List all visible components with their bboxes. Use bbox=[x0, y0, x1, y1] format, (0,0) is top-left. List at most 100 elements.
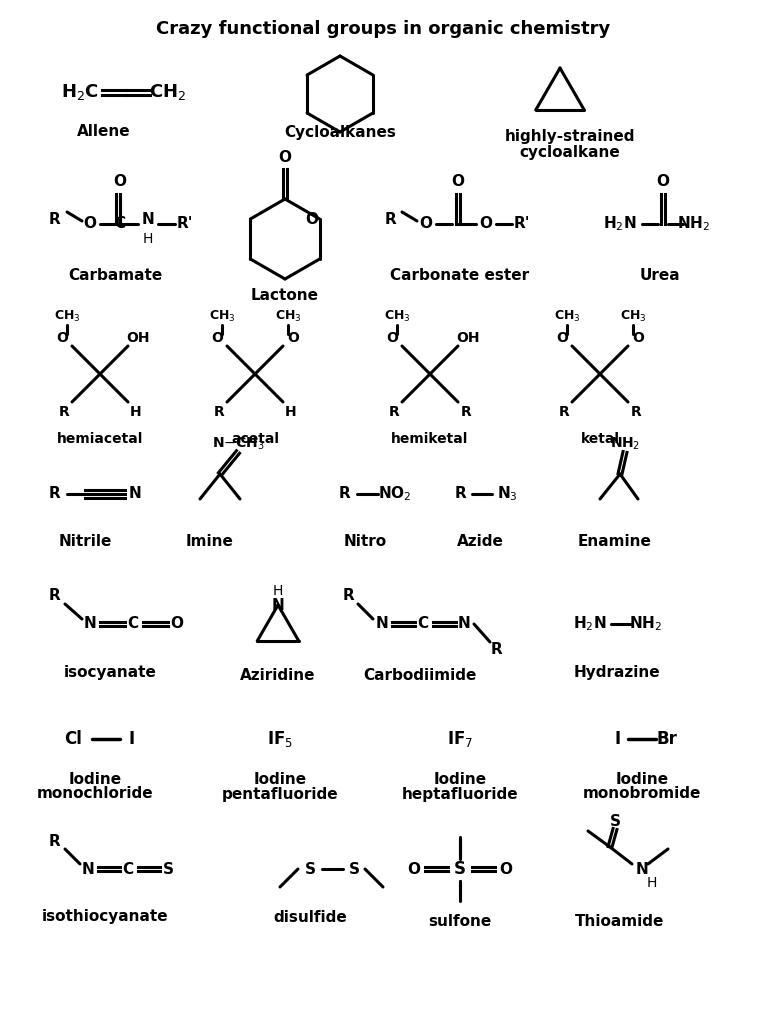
Text: Carbodiimide: Carbodiimide bbox=[364, 669, 476, 683]
Text: O: O bbox=[84, 216, 97, 231]
Text: R: R bbox=[389, 406, 400, 419]
Text: isocyanate: isocyanate bbox=[64, 665, 156, 680]
Text: Azide: Azide bbox=[456, 535, 503, 550]
Text: pentafluoride: pentafluoride bbox=[222, 786, 338, 802]
Text: Enamine: Enamine bbox=[578, 535, 652, 550]
Text: CH$_3$: CH$_3$ bbox=[554, 308, 581, 324]
Text: O: O bbox=[170, 616, 183, 632]
Text: O: O bbox=[305, 212, 318, 226]
Text: O: O bbox=[278, 150, 291, 165]
Text: R: R bbox=[49, 486, 61, 502]
Text: O: O bbox=[114, 174, 127, 189]
Text: N$-$CH$_3$: N$-$CH$_3$ bbox=[212, 436, 265, 453]
Text: isothiocyanate: isothiocyanate bbox=[41, 909, 168, 925]
Text: O: O bbox=[407, 861, 420, 877]
Text: C: C bbox=[114, 216, 126, 231]
Text: NH$_2$: NH$_2$ bbox=[610, 436, 640, 453]
Text: N: N bbox=[458, 616, 470, 632]
Text: Hydrazine: Hydrazine bbox=[574, 665, 660, 680]
Text: C: C bbox=[123, 861, 133, 877]
Text: R': R' bbox=[176, 216, 193, 231]
Text: I: I bbox=[615, 730, 621, 748]
Text: O: O bbox=[420, 216, 433, 231]
Text: R: R bbox=[49, 212, 61, 226]
Text: monobromide: monobromide bbox=[583, 786, 701, 802]
Text: Nitrile: Nitrile bbox=[58, 535, 112, 550]
Text: R: R bbox=[461, 406, 472, 419]
Text: OH: OH bbox=[127, 331, 150, 345]
Text: H$_2$N: H$_2$N bbox=[603, 215, 637, 233]
Text: O: O bbox=[56, 331, 68, 345]
Text: R: R bbox=[214, 406, 225, 419]
Text: Lactone: Lactone bbox=[251, 289, 319, 303]
Text: CH$_3$: CH$_3$ bbox=[620, 308, 647, 324]
Text: S: S bbox=[163, 861, 173, 877]
Text: Crazy functional groups in organic chemistry: Crazy functional groups in organic chemi… bbox=[156, 20, 610, 38]
Text: acetal: acetal bbox=[231, 432, 279, 446]
Text: N: N bbox=[636, 861, 648, 877]
Text: R: R bbox=[454, 486, 466, 502]
Text: CH$_3$: CH$_3$ bbox=[54, 308, 81, 324]
Text: R: R bbox=[58, 406, 69, 419]
Text: Nitro: Nitro bbox=[344, 535, 387, 550]
Text: N: N bbox=[129, 486, 141, 502]
Text: H: H bbox=[647, 876, 657, 890]
Text: Allene: Allene bbox=[77, 125, 131, 139]
Text: CH$_3$: CH$_3$ bbox=[209, 308, 235, 324]
Text: Br: Br bbox=[657, 730, 677, 748]
Text: OH: OH bbox=[456, 331, 479, 345]
Text: S: S bbox=[348, 861, 360, 877]
Text: O: O bbox=[386, 331, 398, 345]
Text: Imine: Imine bbox=[186, 535, 234, 550]
Text: Urea: Urea bbox=[640, 268, 680, 284]
Text: Carbonate ester: Carbonate ester bbox=[390, 268, 529, 284]
Text: H: H bbox=[273, 584, 283, 598]
Text: N$_3$: N$_3$ bbox=[496, 484, 518, 504]
Text: S: S bbox=[304, 861, 315, 877]
Text: CH$_2$: CH$_2$ bbox=[150, 82, 186, 102]
Text: N: N bbox=[81, 861, 94, 877]
Text: R': R' bbox=[514, 216, 530, 231]
Text: O: O bbox=[452, 174, 465, 189]
Text: Iodine: Iodine bbox=[433, 771, 486, 786]
Text: H: H bbox=[285, 406, 297, 419]
Text: R: R bbox=[558, 406, 569, 419]
Text: highly-strained: highly-strained bbox=[505, 129, 635, 144]
Text: Cycloalkanes: Cycloalkanes bbox=[284, 125, 396, 139]
Text: H$_2$C: H$_2$C bbox=[61, 82, 99, 102]
Text: N: N bbox=[142, 212, 154, 226]
Text: Cl: Cl bbox=[64, 730, 82, 748]
Text: cycloalkane: cycloalkane bbox=[519, 144, 621, 160]
Text: IF$_7$: IF$_7$ bbox=[447, 729, 473, 749]
Text: O: O bbox=[632, 331, 644, 345]
Text: heptafluoride: heptafluoride bbox=[402, 786, 518, 802]
Text: N: N bbox=[84, 616, 97, 632]
Text: O: O bbox=[287, 331, 299, 345]
Text: S: S bbox=[454, 860, 466, 878]
Text: sulfone: sulfone bbox=[429, 913, 492, 929]
Text: R: R bbox=[491, 641, 503, 656]
Text: R: R bbox=[339, 486, 351, 502]
Text: N: N bbox=[272, 597, 285, 612]
Text: R: R bbox=[49, 589, 61, 603]
Text: R: R bbox=[630, 406, 641, 419]
Text: R: R bbox=[49, 834, 61, 849]
Text: O: O bbox=[211, 331, 223, 345]
Text: hemiketal: hemiketal bbox=[391, 432, 469, 446]
Text: IF$_5$: IF$_5$ bbox=[267, 729, 293, 749]
Text: I: I bbox=[129, 730, 135, 748]
Text: monochloride: monochloride bbox=[37, 786, 153, 802]
Text: Carbamate: Carbamate bbox=[67, 268, 162, 284]
Text: C: C bbox=[127, 616, 139, 632]
Text: R: R bbox=[384, 212, 396, 226]
Text: Iodine: Iodine bbox=[615, 771, 669, 786]
Text: C: C bbox=[417, 616, 429, 632]
Text: H: H bbox=[130, 406, 142, 419]
Text: O: O bbox=[499, 861, 512, 877]
Text: ketal: ketal bbox=[581, 432, 620, 446]
Text: disulfide: disulfide bbox=[273, 909, 347, 925]
Text: H$_2$N: H$_2$N bbox=[573, 614, 607, 634]
Text: hemiacetal: hemiacetal bbox=[57, 432, 143, 446]
Text: S: S bbox=[610, 813, 621, 828]
Text: Aziridine: Aziridine bbox=[240, 669, 316, 683]
